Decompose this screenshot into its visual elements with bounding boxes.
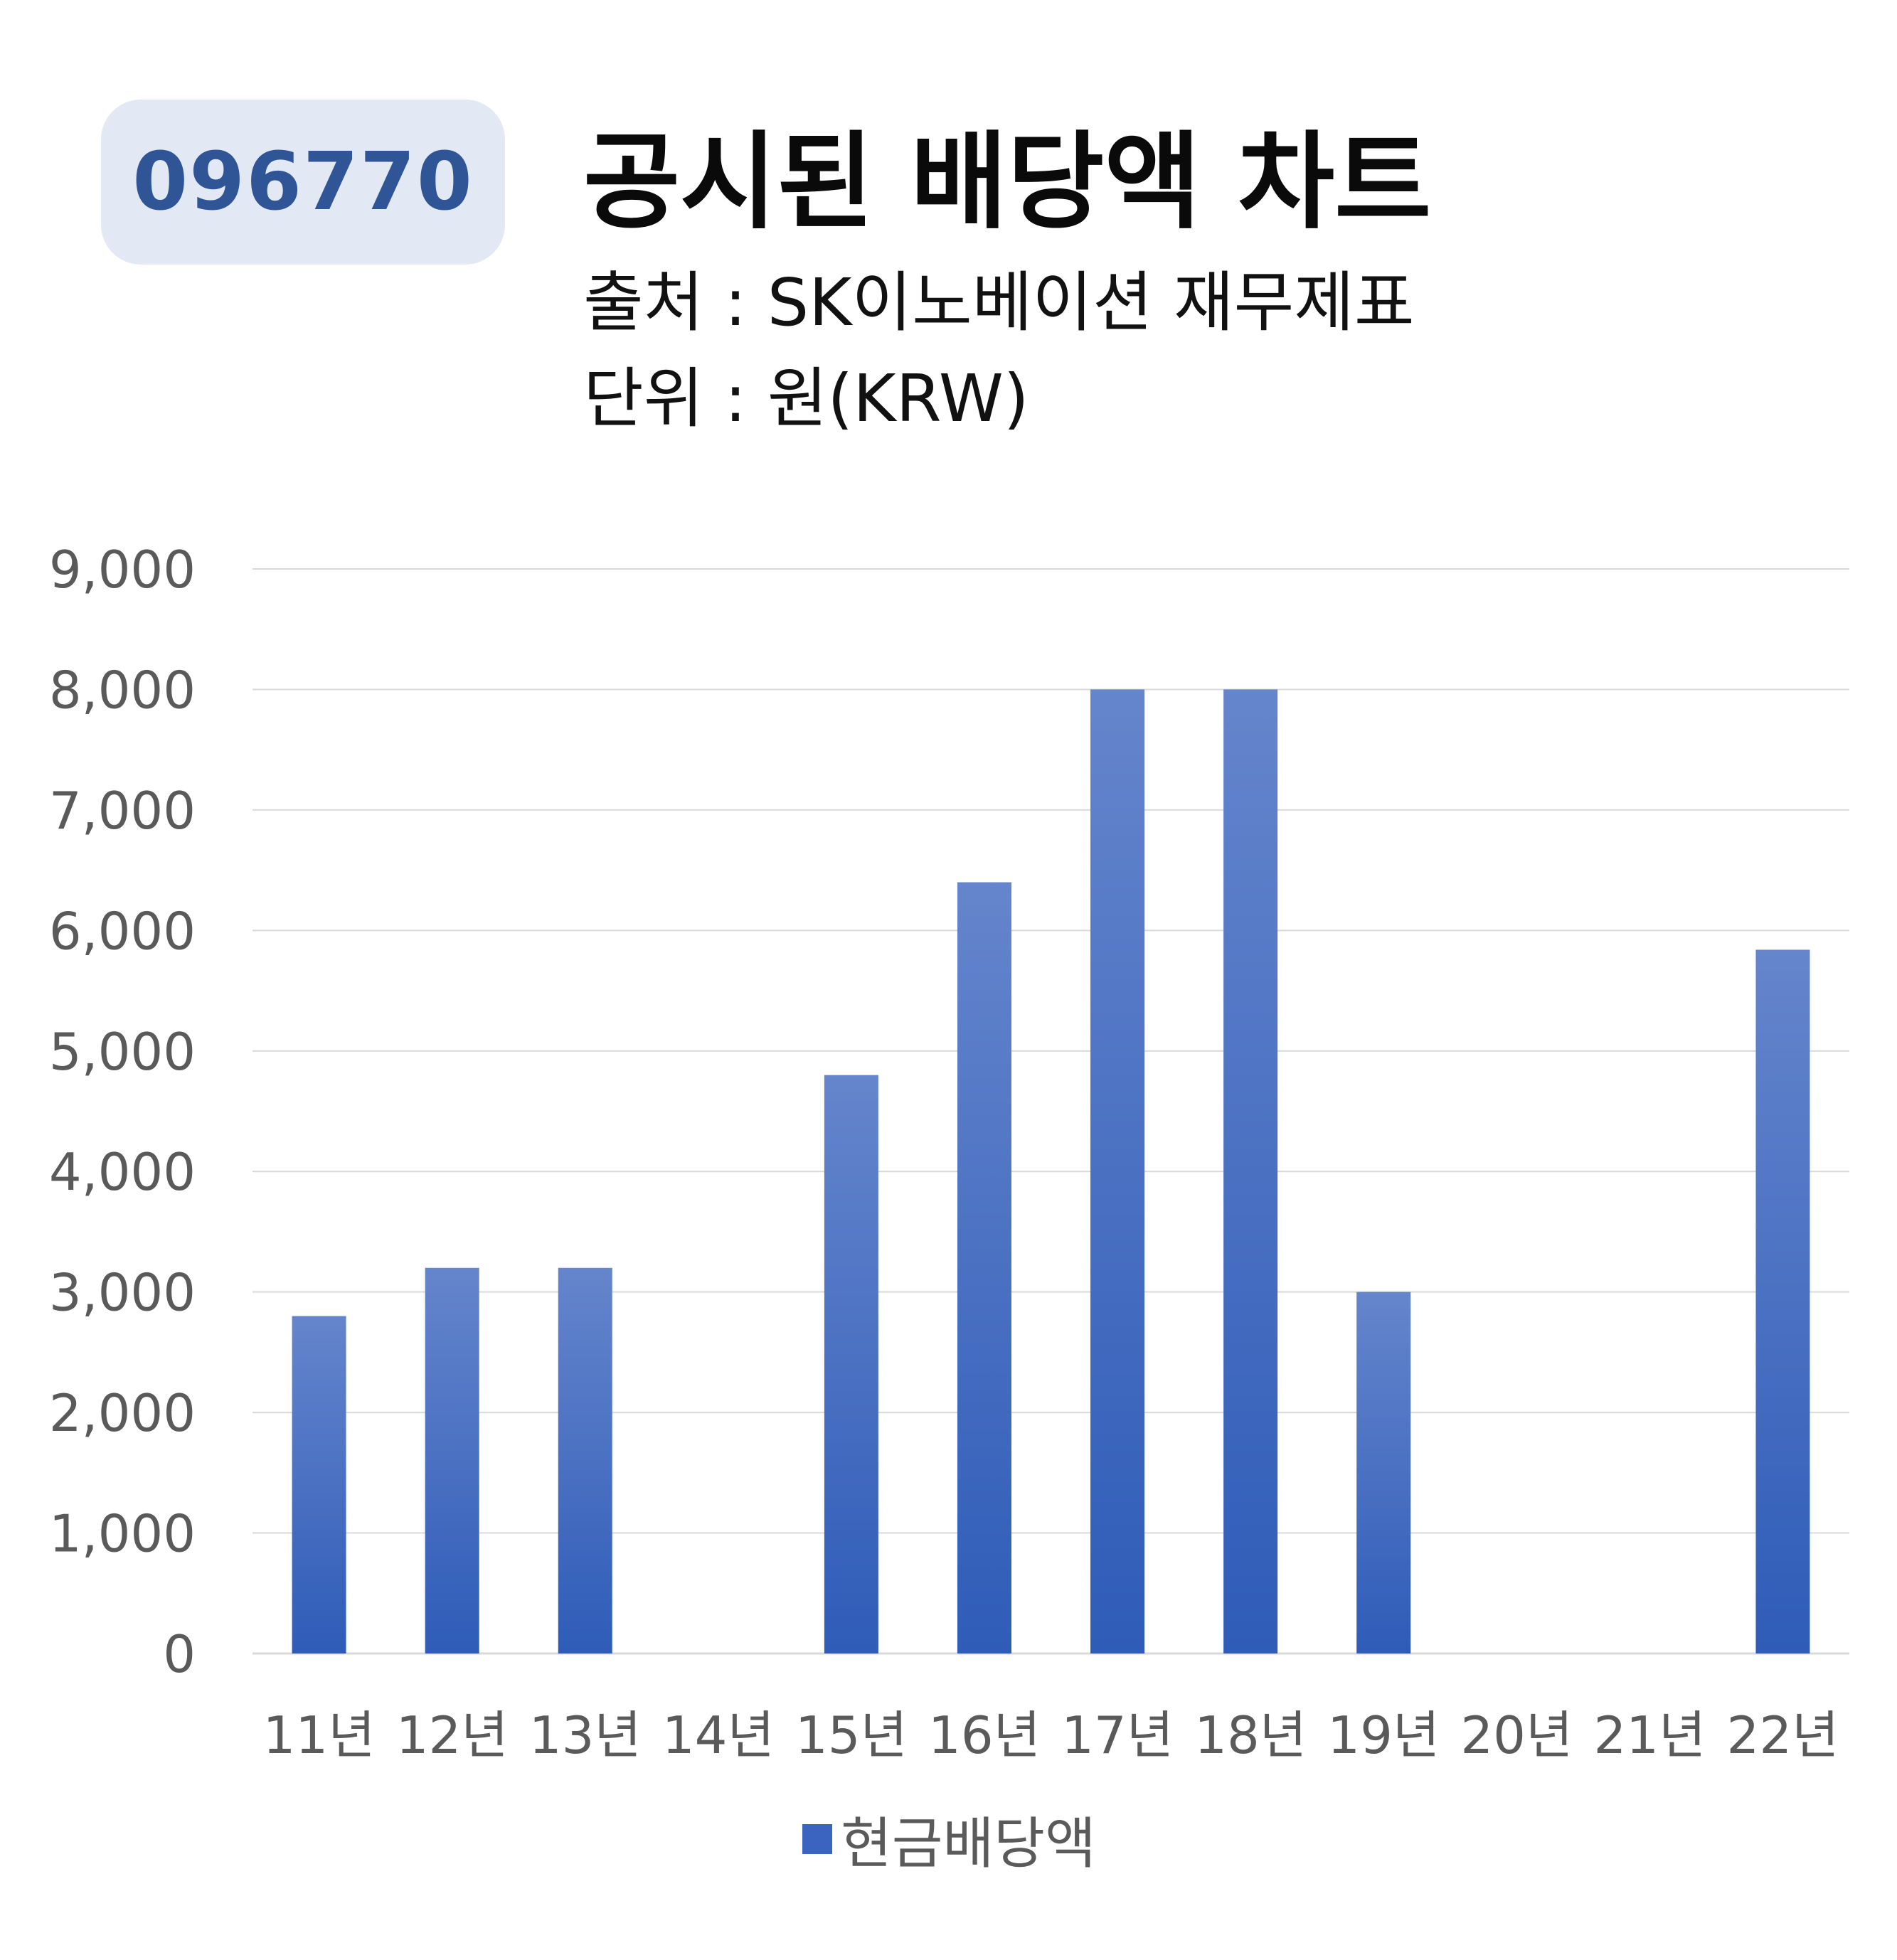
bar-19년 — [1356, 1291, 1411, 1653]
legend-swatch — [802, 1824, 832, 1854]
x-axis: 11년 12년 13년 14년 15년 16년 17년 18년 19년 20년 21년 22년 — [263, 1705, 1839, 1765]
x-tick-label: 16년 — [928, 1705, 1041, 1765]
y-tick-label: 9,000 — [49, 540, 196, 600]
bar-22년 — [1755, 949, 1810, 1653]
x-tick-label: 12년 — [396, 1705, 509, 1765]
x-tick-label: 14년 — [662, 1705, 775, 1765]
y-tick-label: 4,000 — [49, 1142, 196, 1202]
y-tick-label: 0 — [163, 1624, 196, 1684]
y-tick-label: 3,000 — [49, 1263, 196, 1323]
x-tick-label: 15년 — [795, 1705, 908, 1765]
legend-label: 현금배당액 — [841, 1812, 1096, 1876]
bars — [292, 689, 1810, 1653]
gridlines — [253, 568, 1849, 1655]
bar-11년 — [292, 1316, 346, 1653]
y-axis: 0 1,000 2,000 3,000 4,000 5,000 6,000 7,000 8,00… — [49, 540, 196, 1684]
bar-16년 — [957, 882, 1011, 1653]
x-tick-label: 17년 — [1061, 1705, 1174, 1765]
bar-13년 — [558, 1267, 612, 1653]
x-tick-label: 13년 — [529, 1705, 642, 1765]
bar-15년 — [824, 1075, 878, 1653]
bar-18년 — [1223, 689, 1278, 1653]
x-tick-label: 11년 — [263, 1705, 376, 1765]
x-tick-label: 19년 — [1327, 1705, 1440, 1765]
y-tick-label: 2,000 — [49, 1383, 196, 1443]
ticker-badge: 096770 — [101, 100, 505, 265]
source-label: 출처 : SK이노베이션 재무제표 — [583, 265, 1415, 341]
y-tick-label: 7,000 — [49, 781, 196, 841]
bar-12년 — [425, 1267, 479, 1653]
x-tick-label: 21년 — [1593, 1705, 1706, 1765]
unit-label: 단위 : 원(KRW) — [583, 361, 1029, 437]
x-tick-label: 18년 — [1194, 1705, 1307, 1765]
legend: 현금배당액 — [802, 1799, 1096, 1879]
x-tick-label: 22년 — [1727, 1705, 1839, 1765]
ticker-code: 096770 — [132, 136, 474, 228]
y-tick-label: 1,000 — [49, 1504, 196, 1564]
bar-17년 — [1090, 689, 1145, 1653]
chart-title: 공시된 배당액 차트 — [583, 121, 1432, 243]
x-tick-label: 20년 — [1460, 1705, 1573, 1765]
y-tick-label: 5,000 — [49, 1022, 196, 1082]
y-tick-label: 8,000 — [49, 660, 196, 720]
y-tick-label: 6,000 — [49, 901, 196, 961]
